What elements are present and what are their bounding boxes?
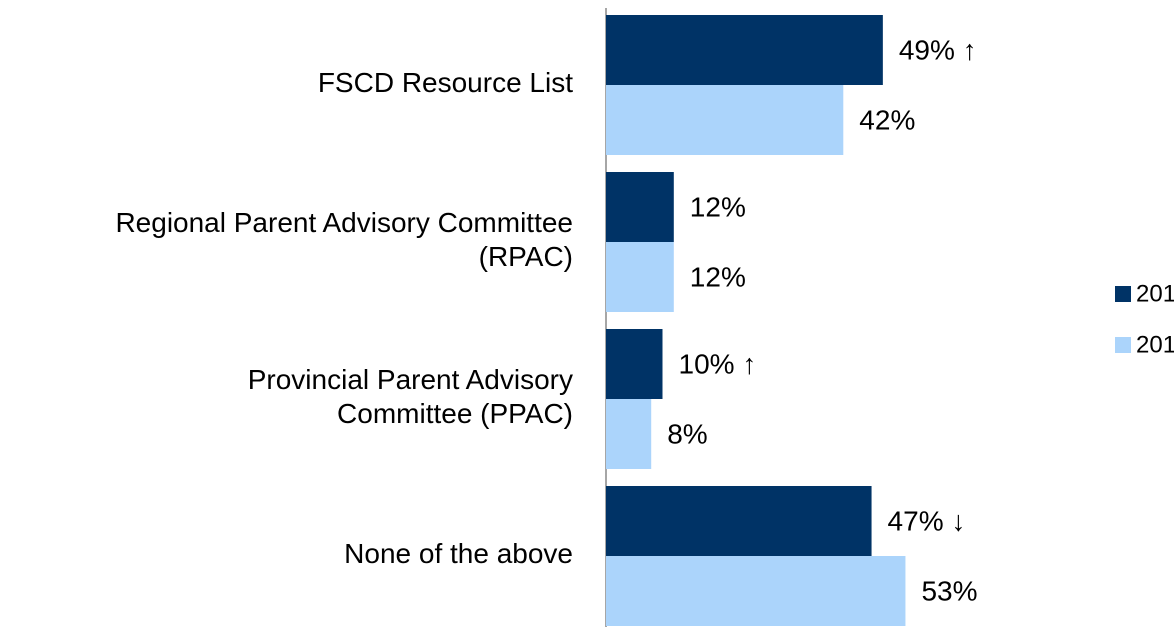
legend-label: 2016 — [1136, 280, 1174, 307]
bar — [606, 172, 674, 242]
value-label: 12% — [690, 261, 746, 292]
category-line: FSCD Resource List — [318, 67, 573, 98]
legend-label: 2014 — [1136, 331, 1174, 358]
legend-swatch — [1115, 286, 1131, 302]
category-label: Regional Parent Advisory Committee (RPAC) — [115, 207, 573, 272]
category-label: None of the above — [344, 538, 573, 569]
value-label: 47% ↓ — [888, 505, 966, 536]
value-label: 8% — [667, 418, 707, 449]
category-line: (RPAC) — [479, 241, 573, 272]
category-line: Regional Parent Advisory Committee — [115, 207, 573, 238]
bar — [606, 329, 663, 399]
value-label: 10% ↑ — [679, 348, 757, 379]
bar — [606, 556, 906, 626]
bar — [606, 242, 674, 312]
value-label: 12% — [690, 191, 746, 222]
category-label: FSCD Resource List — [318, 67, 573, 98]
value-label: 42% — [859, 104, 915, 135]
category-line: Committee (PPAC) — [337, 398, 573, 429]
bar — [606, 486, 872, 556]
value-label: 53% — [921, 575, 977, 606]
bar — [606, 15, 883, 85]
category-line: Provincial Parent Advisory — [248, 364, 573, 395]
bar — [606, 399, 652, 469]
legend-swatch — [1115, 337, 1131, 353]
category-label: Provincial Parent Advisory Committee (PPA… — [248, 364, 573, 429]
category-line: None of the above — [344, 538, 573, 569]
value-label: 49% ↑ — [899, 34, 977, 65]
bar — [606, 85, 844, 155]
